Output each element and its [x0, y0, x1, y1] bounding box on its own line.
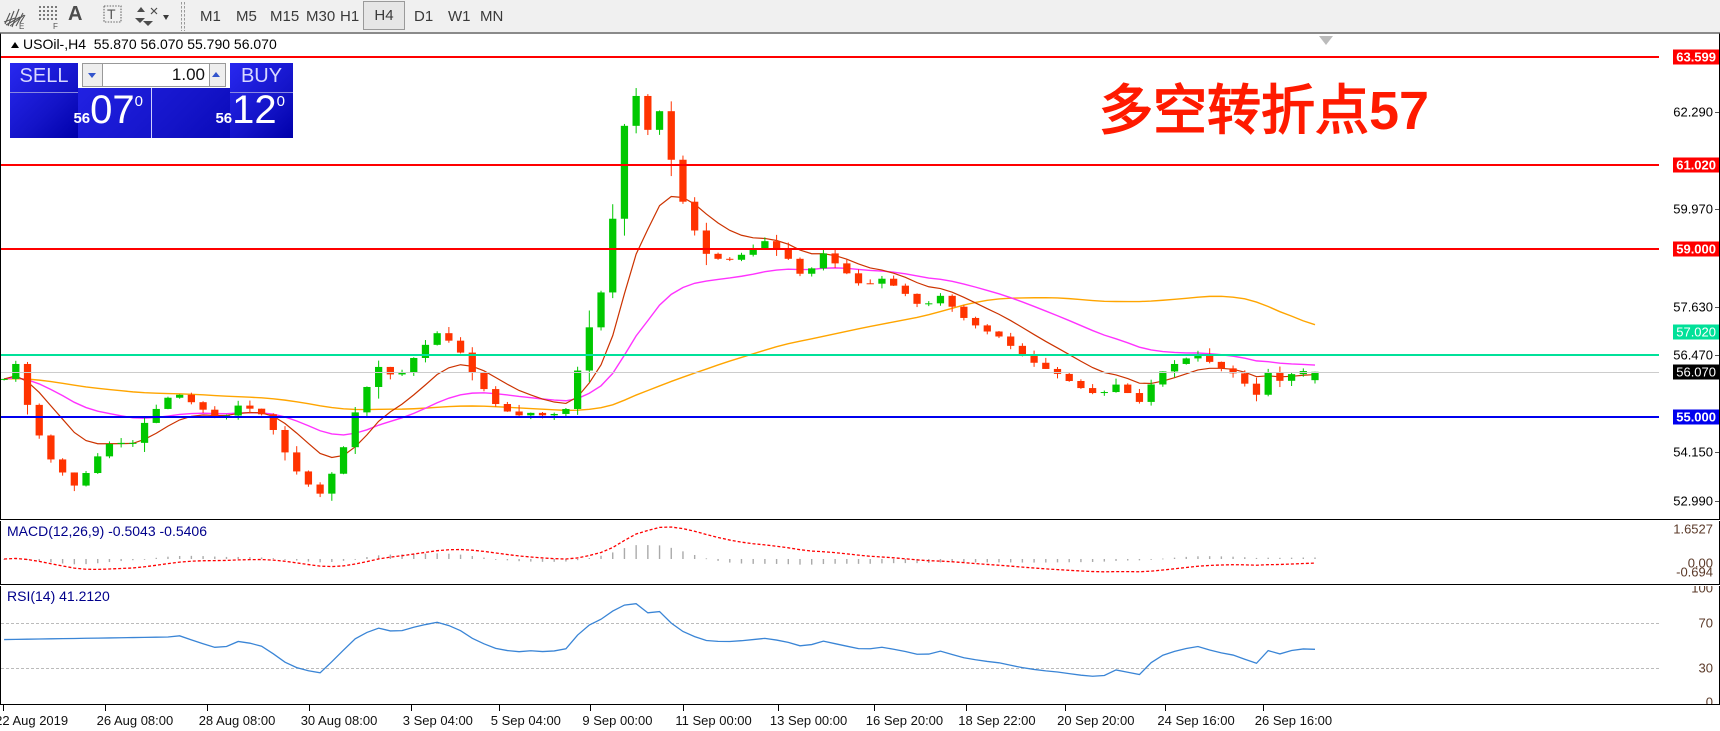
svg-text:E: E	[19, 22, 24, 30]
svg-text:F: F	[53, 22, 58, 30]
svg-text:T: T	[107, 6, 116, 22]
